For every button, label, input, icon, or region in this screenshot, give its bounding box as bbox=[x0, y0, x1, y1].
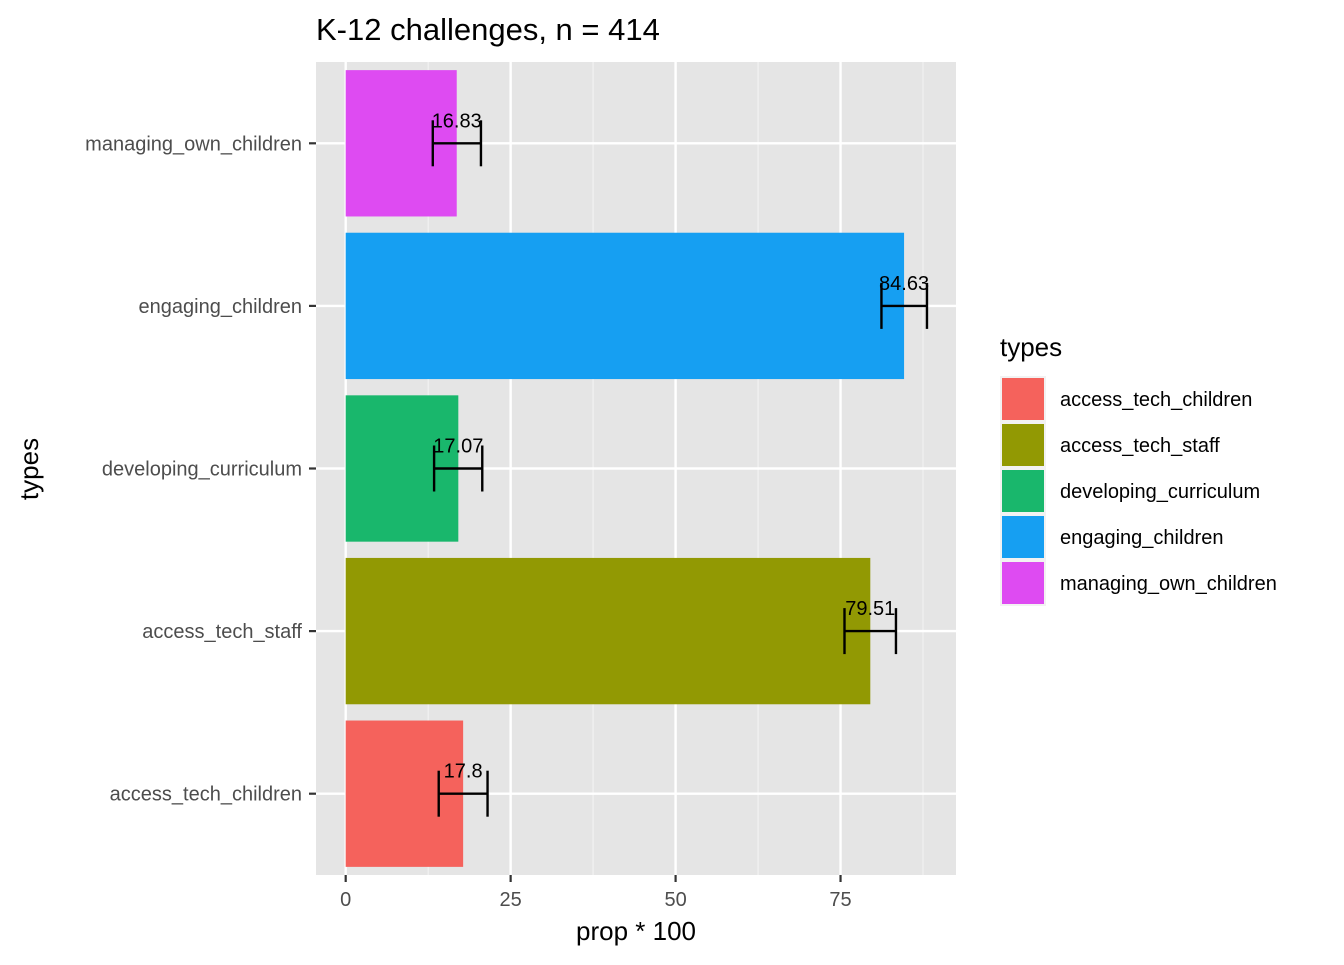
legend-swatch bbox=[1002, 470, 1044, 512]
legend-swatch bbox=[1002, 516, 1044, 558]
data-labels: 17.8 79.51 17.07 84.63 16.83 bbox=[432, 110, 929, 782]
error-bar-developing-curriculum bbox=[432, 445, 484, 492]
legend-label: engaging_children bbox=[1060, 527, 1223, 549]
legend-label: developing_curriculum bbox=[1060, 481, 1260, 503]
data-label: 79.51 bbox=[845, 598, 895, 620]
legend-label: managing_own_children bbox=[1060, 573, 1277, 595]
legend: types access_tech_children access_tech_st… bbox=[1000, 332, 1277, 606]
x-axis: 0 25 50 75 bbox=[340, 875, 852, 911]
x-tick-label: 0 bbox=[340, 889, 351, 911]
legend-swatch bbox=[1002, 562, 1044, 604]
x-axis-title: prop * 100 bbox=[576, 916, 696, 946]
y-axis-title: types bbox=[14, 438, 44, 500]
data-label: 17.8 bbox=[444, 761, 483, 783]
bar-access-tech-staff bbox=[345, 557, 871, 705]
bar-engaging-children bbox=[345, 232, 905, 380]
x-tick-label: 75 bbox=[829, 889, 851, 911]
legend-swatch bbox=[1002, 378, 1044, 420]
error-bar-access-tech-children bbox=[437, 770, 489, 817]
legend-title: types bbox=[1000, 332, 1062, 362]
legend-item: access_tech_children bbox=[1000, 376, 1252, 422]
legend-item: developing_curriculum bbox=[1000, 468, 1260, 514]
x-tick-label: 25 bbox=[500, 889, 522, 911]
y-tick-label: access_tech_staff bbox=[142, 621, 302, 643]
legend-item: engaging_children bbox=[1000, 514, 1223, 560]
data-label: 17.07 bbox=[433, 436, 483, 458]
error-bar-engaging-children bbox=[880, 282, 929, 329]
legend-item: access_tech_staff bbox=[1000, 422, 1220, 468]
y-axis: access_tech_children access_tech_staff dev… bbox=[85, 133, 316, 806]
y-tick-label: access_tech_children bbox=[110, 784, 302, 806]
legend-item: managing_own_children bbox=[1000, 560, 1277, 606]
y-tick-label: managing_own_children bbox=[85, 133, 302, 155]
y-tick-label: engaging_children bbox=[139, 296, 302, 318]
data-label: 16.83 bbox=[432, 110, 482, 132]
legend-label: access_tech_children bbox=[1060, 389, 1252, 411]
error-bar-managing-own-children bbox=[431, 120, 483, 167]
error-bars bbox=[431, 120, 929, 817]
data-label: 84.63 bbox=[879, 273, 929, 295]
y-tick-label: developing_curriculum bbox=[102, 459, 302, 481]
x-tick-label: 50 bbox=[664, 889, 686, 911]
chart-title: K-12 challenges, n = 414 bbox=[316, 12, 660, 47]
error-bar-access-tech-staff bbox=[843, 608, 898, 655]
legend-swatch bbox=[1002, 424, 1044, 466]
legend-label: access_tech_staff bbox=[1060, 435, 1220, 457]
